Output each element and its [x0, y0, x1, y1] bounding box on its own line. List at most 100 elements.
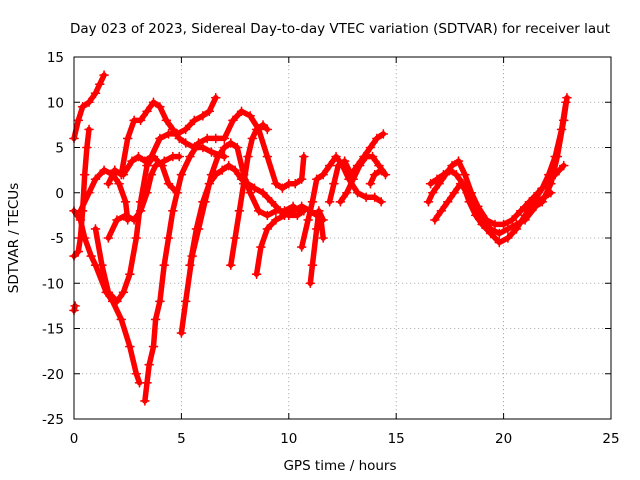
data-point [558, 115, 569, 126]
data-point [380, 169, 391, 180]
data-point [193, 138, 204, 148]
data-point [245, 111, 255, 121]
data-point [226, 260, 236, 270]
data-point [331, 151, 341, 162]
data-point [99, 70, 109, 80]
series-line [120, 94, 219, 178]
data-point [256, 242, 266, 252]
data-point [365, 142, 376, 153]
data-point [204, 178, 215, 189]
data-point [539, 192, 550, 203]
data-point [271, 178, 281, 189]
x-tick-labels: 0 5 10 15 20 25 [70, 431, 620, 447]
data-point [120, 197, 131, 207]
data-point [378, 129, 389, 139]
data-point [131, 233, 142, 243]
data-point [140, 156, 150, 166]
data-point [477, 215, 487, 225]
data-point [324, 197, 335, 207]
data-point [159, 260, 170, 270]
data-point [103, 178, 114, 189]
data-point [146, 169, 157, 180]
data-point [191, 224, 202, 234]
data-point [77, 101, 88, 112]
data-point [213, 151, 223, 162]
data-point [262, 210, 273, 221]
data-point [462, 187, 472, 198]
data-point [451, 169, 462, 180]
data-point [494, 228, 505, 239]
data-point [112, 215, 122, 225]
y-axis-label: SDTVAR / TECUs [6, 183, 22, 293]
data-point [155, 101, 165, 112]
data-point [455, 178, 466, 189]
data-point [202, 133, 212, 144]
data-point [299, 151, 309, 162]
data-point [348, 174, 359, 184]
data-point [204, 106, 215, 117]
data-point [507, 215, 517, 225]
data-point [318, 233, 328, 243]
data-point [82, 142, 92, 153]
data-point [97, 260, 107, 270]
data-point [125, 269, 135, 279]
y-tick-label: 0 [55, 186, 64, 202]
y-tick-label: 15 [47, 50, 64, 66]
x-axis-label: GPS time / hours [283, 458, 396, 474]
x-tick-label: 0 [70, 431, 79, 447]
data-point [230, 165, 240, 175]
data-point [198, 197, 208, 207]
data-point [498, 219, 509, 230]
data-point [520, 215, 530, 225]
data-point [307, 260, 318, 270]
data-point [558, 160, 569, 171]
data-point [376, 165, 386, 175]
data-point [266, 197, 277, 207]
data-point [271, 215, 281, 225]
data-point [546, 178, 556, 189]
data-point [503, 224, 513, 234]
data-point [258, 120, 268, 130]
data-point [157, 160, 167, 171]
data-point [176, 169, 187, 180]
data-point [142, 378, 152, 388]
data-point [339, 156, 350, 166]
data-point [210, 133, 221, 144]
data-point [122, 133, 133, 144]
data-point [449, 187, 459, 198]
data-point [515, 206, 526, 216]
data-point [307, 197, 318, 207]
data-point [262, 224, 273, 234]
data-point [249, 183, 260, 194]
data-point [314, 206, 324, 216]
data-point [176, 328, 187, 338]
data-point [234, 206, 245, 216]
data-point [148, 97, 159, 108]
data-point [73, 115, 84, 126]
data-point [133, 151, 144, 162]
data-point [131, 368, 142, 379]
data-point [198, 142, 208, 153]
data-point [180, 296, 191, 307]
data-point [120, 210, 131, 221]
data-point [311, 174, 322, 184]
data-point [90, 174, 101, 184]
data-point [361, 192, 371, 203]
data-point [262, 151, 273, 162]
data-point [243, 151, 253, 162]
data-point [546, 187, 556, 198]
data-point [494, 237, 505, 248]
data-point [84, 187, 94, 198]
data-point [369, 192, 380, 203]
chart-title: Day 023 of 2023, Sidereal Day-to-day VTE… [70, 21, 610, 37]
data-point [125, 341, 135, 352]
data-point [135, 197, 146, 207]
data-point [79, 233, 90, 243]
data-point [369, 169, 380, 180]
data-point [226, 138, 236, 148]
data-point [103, 233, 114, 243]
data-point [84, 97, 94, 108]
data-point [442, 197, 453, 207]
data-point [279, 210, 290, 221]
data-point [174, 151, 185, 162]
